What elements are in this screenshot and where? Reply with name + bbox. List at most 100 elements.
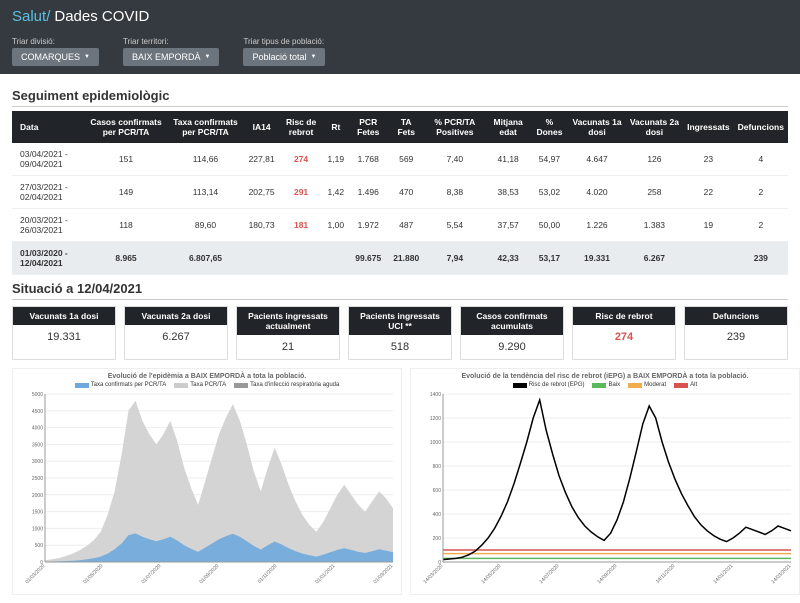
cell: 258 <box>626 176 683 209</box>
col-header: % PCR/TA Positives <box>424 111 486 143</box>
svg-text:1200: 1200 <box>430 416 441 422</box>
card-value: 19.331 <box>13 325 115 349</box>
filter-dropdown[interactable]: BAIX EMPORDÀ <box>123 48 219 66</box>
col-header: Taxa confirmats per PCR/TA <box>166 111 244 143</box>
cell: 01/03/2020 - 12/04/2021 <box>12 242 86 275</box>
epi-title: Seguiment epidemiològic <box>12 88 788 107</box>
card-value: 6.267 <box>125 325 227 349</box>
chart-rebrot: Evolució de la tendència del risc de reb… <box>410 368 800 595</box>
legend-swatch <box>513 383 527 388</box>
svg-text:800: 800 <box>433 464 442 470</box>
cell: 38,53 <box>486 176 531 209</box>
legend-label: Alt <box>690 382 697 388</box>
svg-text:200: 200 <box>433 536 442 542</box>
cell: 291 <box>279 176 324 209</box>
table-row: 01/03/2020 - 12/04/20218.9656.807,6599.6… <box>12 242 788 275</box>
filter-group: Triar tipus de població:Població total <box>243 37 325 66</box>
card-header: Vacunats 1a dosi <box>13 307 115 325</box>
cell: 1.972 <box>348 209 388 242</box>
chart1-title: Evolució de l'epidèmia a BAIX EMPORDÀ a … <box>17 373 397 380</box>
stat-card: Pacients ingressats UCI **518 <box>348 306 452 360</box>
svg-text:1000: 1000 <box>430 440 441 446</box>
cell: 4 <box>734 143 788 176</box>
svg-text:14/11/2020: 14/11/2020 <box>655 563 677 585</box>
chart2-title: Evolució de la tendència del risc de reb… <box>415 373 795 380</box>
legend-swatch <box>75 383 89 388</box>
legend-item: Alt <box>674 382 697 388</box>
svg-text:01/07/2020: 01/07/2020 <box>140 563 162 585</box>
cell: 7,94 <box>424 242 486 275</box>
cell: 21.880 <box>388 242 424 275</box>
cell: 6.267 <box>626 242 683 275</box>
svg-text:400: 400 <box>433 512 442 518</box>
cell: 113,14 <box>166 176 244 209</box>
svg-text:14/09/2020: 14/09/2020 <box>596 563 618 585</box>
legend-label: Moderat <box>644 382 666 388</box>
legend-swatch <box>174 383 188 388</box>
epi-body: 03/04/2021 - 09/04/2021151114,66227,8127… <box>12 143 788 275</box>
card-header: Defuncions <box>685 307 787 325</box>
legend-swatch <box>628 383 642 388</box>
svg-text:3500: 3500 <box>32 442 43 448</box>
cell: 19.331 <box>568 242 625 275</box>
legend-label: Taxa d'infecció respiratòria aguda <box>250 382 339 388</box>
stat-card: Risc de rebrot274 <box>572 306 676 360</box>
legend-item: Baix <box>592 382 620 388</box>
cell: 27/03/2021 - 02/04/2021 <box>12 176 86 209</box>
card-value: 239 <box>685 325 787 349</box>
svg-text:4000: 4000 <box>32 426 43 432</box>
cell: 118 <box>86 209 167 242</box>
chart2-legend: Risc de rebrot (EPG)BaixModeratAlt <box>415 382 795 388</box>
brand-salut: Salut/ <box>12 8 50 25</box>
cell: 149 <box>86 176 167 209</box>
legend-label: Taxa PCR/TA <box>190 382 226 388</box>
cell <box>279 242 324 275</box>
filter-dropdown[interactable]: Població total <box>243 48 325 66</box>
filter-dropdown[interactable]: COMARQUES <box>12 48 99 66</box>
svg-text:4500: 4500 <box>32 409 43 415</box>
svg-text:2000: 2000 <box>32 493 43 499</box>
cell: 487 <box>388 209 424 242</box>
card-header: Pacients ingressats UCI ** <box>349 307 451 335</box>
svg-text:600: 600 <box>433 488 442 494</box>
cell: 4.020 <box>568 176 625 209</box>
cell: 470 <box>388 176 424 209</box>
cell: 1,42 <box>324 176 349 209</box>
svg-text:01/03/2020: 01/03/2020 <box>24 563 46 585</box>
col-header: Casos confirmats per PCR/TA <box>86 111 167 143</box>
cell: 41,18 <box>486 143 531 176</box>
cell: 181 <box>279 209 324 242</box>
stat-card: Defuncions239 <box>684 306 788 360</box>
chart-epidemia: Evolució de l'epidèmia a BAIX EMPORDÀ a … <box>12 368 402 595</box>
epi-table: DataCasos confirmats per PCR/TATaxa conf… <box>12 111 788 275</box>
chart1-svg: 0500100015002000250030003500400045005000… <box>17 390 397 590</box>
col-header: Risc de rebrot <box>279 111 324 143</box>
situacio-title: Situació a 12/04/2021 <box>12 281 788 300</box>
cell: 1.383 <box>626 209 683 242</box>
svg-text:01/01/2021: 01/01/2021 <box>314 563 336 585</box>
stat-card: Casos confirmats acumulats9.290 <box>460 306 564 360</box>
card-value: 9.290 <box>461 335 563 359</box>
legend-item: Moderat <box>628 382 666 388</box>
cell <box>245 242 279 275</box>
charts-row: Evolució de l'epidèmia a BAIX EMPORDÀ a … <box>12 368 788 595</box>
svg-text:01/11/2020: 01/11/2020 <box>257 563 279 585</box>
svg-text:14/07/2020: 14/07/2020 <box>538 563 560 585</box>
col-header: TA Fets <box>388 111 424 143</box>
legend-label: Baix <box>608 382 620 388</box>
cell: 7,40 <box>424 143 486 176</box>
table-row: 20/03/2021 - 26/03/202111889,60180,73181… <box>12 209 788 242</box>
chart1-legend: Taxa confirmats per PCR/TATaxa PCR/TATax… <box>17 382 397 388</box>
stat-card: Pacients ingressats actualment21 <box>236 306 340 360</box>
cell: 151 <box>86 143 167 176</box>
cell: 2 <box>734 176 788 209</box>
chart2-svg: 020040060080010001200140014/03/202014/05… <box>415 390 795 590</box>
col-header: PCR Fetes <box>348 111 388 143</box>
filter-label: Triar territori: <box>123 37 219 46</box>
cell: 50,00 <box>531 209 569 242</box>
card-value: 518 <box>349 335 451 359</box>
svg-text:1400: 1400 <box>430 392 441 398</box>
filter-group: Triar territori: BAIX EMPORDÀ <box>123 37 219 66</box>
card-header: Casos confirmats acumulats <box>461 307 563 335</box>
svg-text:14/03/2020: 14/03/2020 <box>422 563 444 585</box>
